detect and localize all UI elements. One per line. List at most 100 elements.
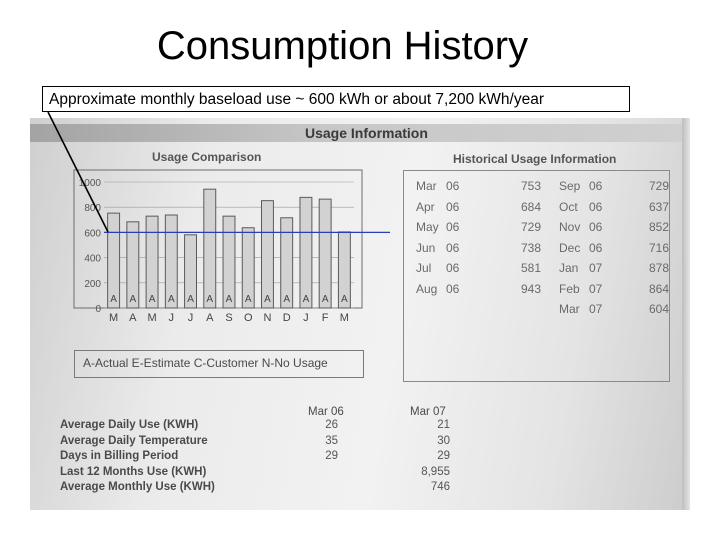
x-tick-label: M (340, 312, 349, 324)
bar (261, 200, 274, 309)
slide-title: Consumption History (156, 24, 529, 68)
bar-code-label: A (168, 294, 175, 305)
x-tick-label: D (283, 312, 291, 324)
bar (184, 234, 197, 309)
baseload-callout: Approximate monthly baseload use ~ 600 k… (42, 86, 630, 112)
x-tick-label: F (322, 312, 329, 324)
hist-kwh: 878 (648, 261, 669, 275)
stat-value-mar06: 29 (325, 450, 338, 462)
hist-kwh: 684 (520, 199, 541, 214)
y-tick-label: 1000 (79, 178, 102, 189)
hist-month: Jan (559, 261, 579, 275)
hist-year: 06 (589, 179, 603, 193)
stats-col1-header: Mar 06 (308, 406, 344, 418)
hist-year: 06 (446, 281, 460, 296)
hist-year: 06 (589, 240, 603, 255)
usage-info-header: Usage Information (305, 125, 428, 141)
x-tick-label: A (206, 312, 214, 324)
hist-kwh: 729 (648, 179, 669, 193)
stat-label: Last 12 Months Use (KWH) (60, 465, 207, 478)
hist-year: 07 (589, 281, 603, 296)
hist-month: Sep (559, 179, 581, 193)
hist-kwh: 852 (648, 220, 669, 234)
hist-year: 06 (446, 220, 460, 234)
hist-month: Dec (559, 240, 581, 255)
stat-label: Average Daily Use (KWH) (60, 419, 199, 431)
hist-month: Mar (559, 302, 580, 316)
hist-kwh: 637 (648, 199, 669, 214)
bar-code-label: A (110, 294, 117, 305)
hist-month: Jul (416, 261, 432, 275)
stat-label: Average Monthly Use (KWH) (60, 481, 215, 493)
y-tick-label: 400 (84, 254, 101, 265)
hist-month: Mar (416, 179, 437, 193)
hist-month: Nov (559, 220, 581, 234)
hist-month: Oct (559, 199, 578, 214)
usage-bar-chart: 02004006008001000AMAAAMAJAJAAASAOANADAJA… (73, 169, 390, 324)
bar-code-label: A (283, 294, 290, 305)
hist-year: 06 (446, 240, 460, 255)
legend-text: A-Actual E-Estimate C-Customer N-No Usag… (83, 356, 328, 370)
usage-info-header-bar (30, 124, 690, 142)
hist-kwh: 581 (520, 261, 541, 275)
hist-kwh: 753 (520, 179, 541, 193)
hist-year: 06 (446, 179, 460, 193)
hist-year: 06 (446, 199, 460, 214)
bar (126, 221, 140, 309)
hist-kwh: 716 (648, 240, 669, 255)
hist-month: Apr (416, 199, 435, 214)
stats-col2-header: Mar 07 (410, 406, 446, 418)
x-tick-label: O (244, 312, 253, 324)
x-tick-label: M (109, 312, 118, 324)
usage-comparison-title: Usage Comparison (152, 150, 262, 164)
bar-code-label: A (226, 294, 233, 305)
hist-month: Jun (416, 240, 436, 255)
stat-label: Average Daily Temperature (60, 434, 208, 447)
bar-code-label: A (341, 294, 348, 305)
x-tick-label: S (225, 312, 232, 324)
historical-usage-table: Mar 06 753 Apr 06 684 May 06 729 Jun 06 738 Jul 06 581… (403, 170, 670, 382)
bar-code-label: A (187, 294, 194, 305)
bar (164, 214, 178, 309)
bar (203, 188, 217, 309)
bar (241, 227, 255, 309)
bar-code-label: A (130, 294, 137, 305)
hist-kwh: 604 (648, 302, 669, 316)
stat-value-mar07: 8,955 (421, 465, 450, 478)
y-tick-label: 200 (84, 279, 101, 290)
hist-kwh: 943 (520, 281, 541, 296)
x-tick-label: A (129, 312, 137, 324)
bar-code-label: A (206, 294, 213, 305)
stat-value-mar07: 30 (437, 434, 450, 447)
stat-label: Days in Billing Period (60, 450, 179, 462)
hist-kwh: 864 (648, 281, 669, 296)
chart-legend: A-Actual E-Estimate C-Customer N-No Usag… (74, 350, 364, 378)
hist-month: Feb (559, 281, 580, 296)
hist-year: 06 (446, 261, 460, 275)
y-tick-label: 600 (84, 228, 101, 239)
x-tick-label: N (263, 312, 271, 324)
bar-code-label: A (245, 294, 252, 305)
hist-kwh: 729 (520, 220, 541, 234)
bar-code-label: A (322, 294, 329, 305)
y-tick-label: 0 (95, 304, 101, 315)
x-tick-label: J (169, 312, 175, 324)
hist-year: 07 (589, 302, 603, 316)
hist-year: 06 (589, 199, 603, 214)
bar (145, 215, 159, 309)
hist-year: 07 (589, 261, 603, 275)
bill-photo: Usage Information Usage Comparison Histo… (30, 118, 690, 510)
stat-value-mar07: 21 (437, 419, 450, 431)
hist-year: 06 (589, 220, 603, 234)
bar (299, 196, 313, 309)
stat-value-mar07: 746 (430, 481, 450, 493)
bar-code-label: A (149, 294, 156, 305)
bar (280, 217, 294, 309)
bar-code-label: A (303, 294, 310, 305)
x-tick-label: J (303, 312, 309, 324)
x-tick-label: J (188, 312, 194, 324)
stat-value-mar06: 26 (325, 419, 338, 431)
y-tick-label: 800 (84, 203, 101, 214)
hist-month: Aug (416, 281, 438, 296)
bar (107, 212, 121, 309)
